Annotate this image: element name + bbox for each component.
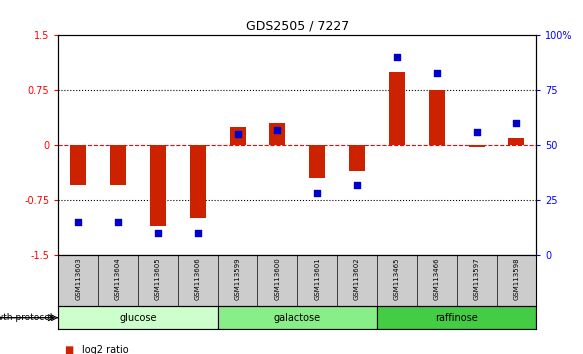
Text: growth protocol: growth protocol — [0, 313, 52, 322]
Point — [472, 129, 481, 135]
Text: GSM113600: GSM113600 — [275, 257, 280, 300]
Text: GSM113602: GSM113602 — [354, 257, 360, 300]
Bar — [217, 306, 377, 329]
Bar — [70, 145, 86, 185]
Text: GSM113599: GSM113599 — [234, 257, 241, 300]
Point — [512, 120, 521, 126]
Bar — [230, 127, 245, 145]
Text: glucose: glucose — [120, 313, 157, 323]
Point — [193, 230, 202, 236]
Text: GSM113465: GSM113465 — [394, 257, 400, 300]
Point — [73, 219, 83, 225]
Bar — [58, 306, 217, 329]
Bar — [377, 306, 536, 329]
Point — [273, 127, 282, 133]
Point — [153, 230, 163, 236]
Bar — [309, 145, 325, 178]
Point — [432, 70, 441, 75]
Title: GDS2505 / 7227: GDS2505 / 7227 — [245, 20, 349, 33]
Bar — [269, 123, 286, 145]
Bar — [429, 90, 445, 145]
Point — [233, 131, 243, 137]
Bar — [110, 145, 126, 185]
Text: GSM113605: GSM113605 — [155, 257, 161, 300]
Bar — [190, 145, 206, 218]
Text: raffinose: raffinose — [436, 313, 478, 323]
Text: GSM113597: GSM113597 — [473, 257, 480, 300]
Bar — [389, 72, 405, 145]
Text: log2 ratio: log2 ratio — [82, 346, 128, 354]
Text: ■: ■ — [64, 346, 73, 354]
Point — [113, 219, 123, 225]
Bar — [469, 145, 484, 147]
Point — [312, 190, 322, 196]
Text: GSM113601: GSM113601 — [314, 257, 320, 300]
Bar — [150, 145, 166, 225]
Text: GSM113604: GSM113604 — [115, 257, 121, 300]
Text: GSM113603: GSM113603 — [75, 257, 81, 300]
Bar — [349, 145, 365, 171]
Text: GSM113598: GSM113598 — [514, 257, 519, 300]
Text: GSM113606: GSM113606 — [195, 257, 201, 300]
Text: galactose: galactose — [274, 313, 321, 323]
Bar — [508, 138, 525, 145]
Point — [352, 182, 361, 188]
Point — [392, 55, 402, 60]
Text: GSM113466: GSM113466 — [434, 257, 440, 300]
